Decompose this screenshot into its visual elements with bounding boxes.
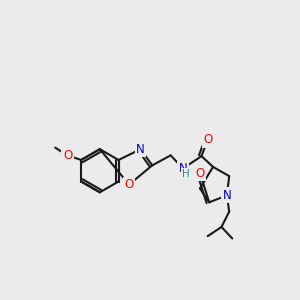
Text: N: N <box>178 162 188 175</box>
Text: O: O <box>63 149 72 162</box>
Text: N: N <box>136 143 145 156</box>
Text: H: H <box>182 169 190 179</box>
Text: O: O <box>195 167 205 180</box>
Text: O: O <box>124 178 134 191</box>
Text: O: O <box>203 134 212 146</box>
Text: N: N <box>223 189 231 202</box>
